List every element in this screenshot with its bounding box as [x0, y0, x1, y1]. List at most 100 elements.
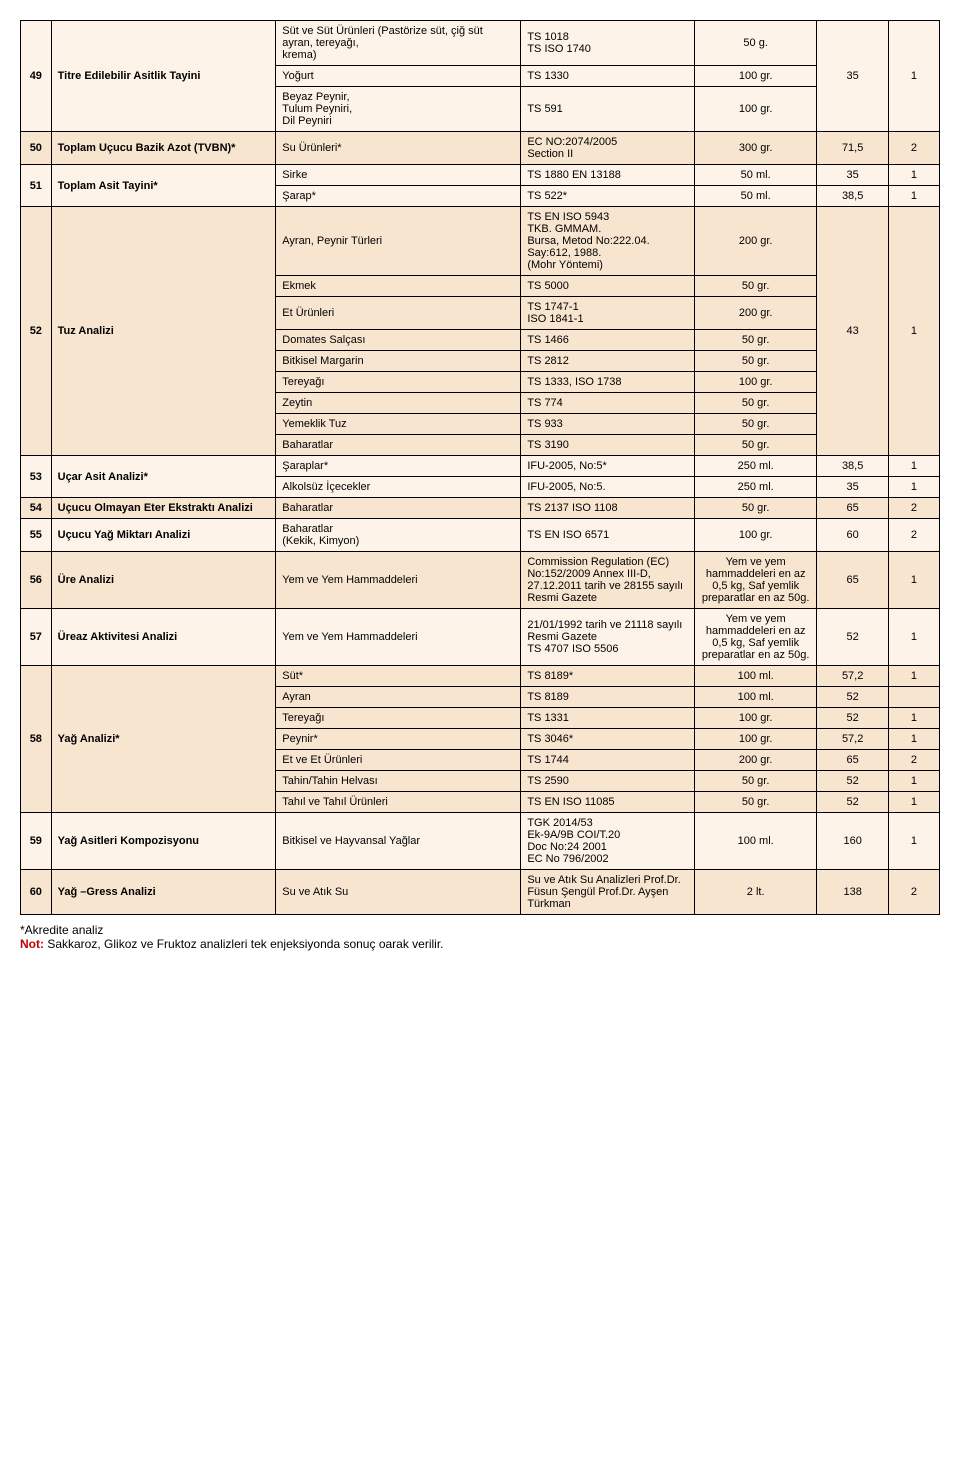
cell: Süt*: [276, 666, 521, 687]
cell: Şaraplar*: [276, 456, 521, 477]
cell: TS 3046*: [521, 729, 695, 750]
cell: 38,5: [817, 186, 888, 207]
cell: 50 gr.: [694, 792, 817, 813]
cell: 50: [21, 132, 52, 165]
cell: 50 gr.: [694, 393, 817, 414]
cell: 100 ml.: [694, 666, 817, 687]
cell: TS 1018TS ISO 1740: [521, 21, 695, 66]
cell: TS 2137 ISO 1108: [521, 498, 695, 519]
cell: 100 ml.: [694, 687, 817, 708]
analysis-table: 49Titre Edilebilir Asitlik TayiniSüt ve …: [20, 20, 940, 915]
cell: 65: [817, 498, 888, 519]
cell: 60: [21, 870, 52, 915]
cell: 1: [888, 792, 939, 813]
cell: 100 gr.: [694, 729, 817, 750]
cell: 50 ml.: [694, 186, 817, 207]
footnotes: *Akredite analiz Not: Sakkaroz, Glikoz v…: [20, 923, 940, 951]
cell: Baharatlar: [276, 498, 521, 519]
cell: TGK 2014/53Ek-9A/9B COI/T.20Doc No:24 20…: [521, 813, 695, 870]
footnote-not: Not: Sakkaroz, Glikoz ve Fruktoz analizl…: [20, 937, 940, 951]
cell: Toplam Uçucu Bazik Azot (TVBN)*: [51, 132, 276, 165]
cell: IFU-2005, No:5.: [521, 477, 695, 498]
table-row: 53Uçar Asit Analizi*Şaraplar*IFU-2005, N…: [21, 456, 940, 477]
cell: Tereyağı: [276, 372, 521, 393]
cell: TS 1747-1ISO 1841-1: [521, 297, 695, 330]
cell: 65: [817, 750, 888, 771]
cell: [888, 687, 939, 708]
cell: 1: [888, 456, 939, 477]
cell: 100 ml.: [694, 813, 817, 870]
cell: 1: [888, 666, 939, 687]
cell: Tuz Analizi: [51, 207, 276, 456]
cell: 138: [817, 870, 888, 915]
cell: 1: [888, 21, 939, 132]
cell: 100 gr.: [694, 87, 817, 132]
cell: 50 gr.: [694, 435, 817, 456]
table-row: 52Tuz AnaliziAyran, Peynir TürleriTS EN …: [21, 207, 940, 276]
table-row: 55Uçucu Yağ Miktarı AnaliziBaharatlar(Ke…: [21, 519, 940, 552]
cell: Süt ve Süt Ürünleri (Pastörize süt, çiğ …: [276, 21, 521, 66]
cell: 50 gr.: [694, 414, 817, 435]
footnote-not-label: Not:: [20, 937, 44, 951]
cell: 200 gr.: [694, 207, 817, 276]
cell: Peynir*: [276, 729, 521, 750]
cell: 200 gr.: [694, 750, 817, 771]
table-row: 54Uçucu Olmayan Eter Ekstraktı AnaliziBa…: [21, 498, 940, 519]
cell: TS 1331: [521, 708, 695, 729]
cell: TS 2812: [521, 351, 695, 372]
cell: Baharatlar: [276, 435, 521, 456]
cell: Uçucu Olmayan Eter Ekstraktı Analizi: [51, 498, 276, 519]
cell: 50 g.: [694, 21, 817, 66]
cell: 1: [888, 552, 939, 609]
cell: 51: [21, 165, 52, 207]
cell: 1: [888, 186, 939, 207]
cell: 1: [888, 813, 939, 870]
cell: TS 1880 EN 13188: [521, 165, 695, 186]
cell: Et Ürünleri: [276, 297, 521, 330]
cell: Yem ve yem hammaddeleri en az 0,5 kg, Sa…: [694, 609, 817, 666]
cell: 57: [21, 609, 52, 666]
cell: 59: [21, 813, 52, 870]
cell: 53: [21, 456, 52, 498]
cell: Şarap*: [276, 186, 521, 207]
cell: Tahıl ve Tahıl Ürünleri: [276, 792, 521, 813]
table-row: 60Yağ –Gress AnaliziSu ve Atık SuSu ve A…: [21, 870, 940, 915]
cell: 1: [888, 729, 939, 750]
cell: TS EN ISO 6571: [521, 519, 695, 552]
cell: 58: [21, 666, 52, 813]
cell: Beyaz Peynir,Tulum Peyniri,Dil Peyniri: [276, 87, 521, 132]
cell: 50 gr.: [694, 771, 817, 792]
cell: Yağ Analizi*: [51, 666, 276, 813]
cell: 56: [21, 552, 52, 609]
cell: 52: [817, 771, 888, 792]
cell: Ayran, Peynir Türleri: [276, 207, 521, 276]
cell: Alkolsüz İçecekler: [276, 477, 521, 498]
cell: 2: [888, 870, 939, 915]
cell: 100 gr.: [694, 708, 817, 729]
cell: Yağ –Gress Analizi: [51, 870, 276, 915]
cell: 2: [888, 519, 939, 552]
cell: Domates Salçası: [276, 330, 521, 351]
cell: Yem ve yem hammaddeleri en az 0,5 kg, Sa…: [694, 552, 817, 609]
cell: 21/01/1992 tarih ve 21118 sayılı Resmi G…: [521, 609, 695, 666]
cell: IFU-2005, No:5*: [521, 456, 695, 477]
cell: 100 gr.: [694, 372, 817, 393]
cell: 2: [888, 750, 939, 771]
cell: Yağ Asitleri Kompozisyonu: [51, 813, 276, 870]
cell: TS EN ISO 5943TKB. GMMAM.Bursa, Metod No…: [521, 207, 695, 276]
cell: 2: [888, 498, 939, 519]
cell: Baharatlar(Kekik, Kimyon): [276, 519, 521, 552]
cell: Su Ürünleri*: [276, 132, 521, 165]
cell: TS EN ISO 11085: [521, 792, 695, 813]
cell: TS 591: [521, 87, 695, 132]
table-row: 51Toplam Asit Tayini*SirkeTS 1880 EN 131…: [21, 165, 940, 186]
cell: 200 gr.: [694, 297, 817, 330]
cell: 52: [817, 687, 888, 708]
cell: 38,5: [817, 456, 888, 477]
table-row: 58Yağ Analizi*Süt*TS 8189*100 ml.57,21: [21, 666, 940, 687]
cell: TS 1466: [521, 330, 695, 351]
cell: TS 8189*: [521, 666, 695, 687]
cell: 1: [888, 609, 939, 666]
cell: 50 gr.: [694, 498, 817, 519]
cell: 35: [817, 477, 888, 498]
